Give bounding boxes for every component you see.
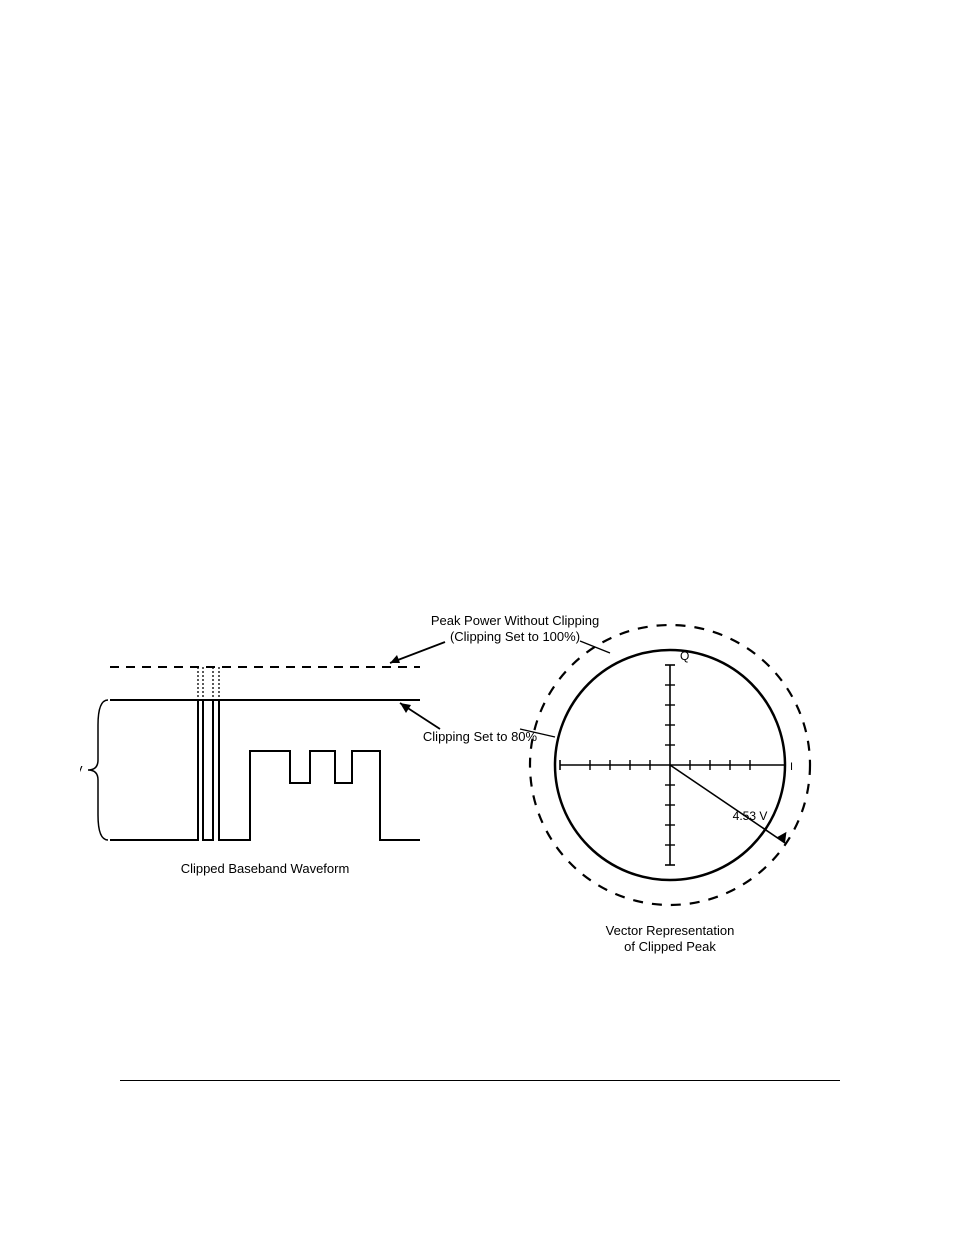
q-axis-label: Q bbox=[680, 649, 689, 663]
baseband-waveform-path bbox=[110, 700, 420, 840]
right-caption-line1: Vector Representation bbox=[606, 923, 735, 938]
clip80-label: Clipping Set to 80% bbox=[423, 729, 538, 744]
vector-line bbox=[670, 765, 785, 843]
i-axis-label: I bbox=[790, 761, 793, 773]
page: Clipped Baseband Waveform 4.53 V Peak Po… bbox=[0, 0, 954, 1235]
left-caption: Clipped Baseband Waveform bbox=[181, 861, 350, 876]
voltage-brace bbox=[88, 700, 108, 840]
right-caption-line2: of Clipped Peak bbox=[624, 939, 716, 954]
arrow-to-clip-left-head bbox=[400, 703, 411, 713]
figure-svg: Clipped Baseband Waveform 4.53 V Peak Po… bbox=[80, 605, 880, 975]
top-label-line2: (Clipping Set to 100%) bbox=[450, 629, 580, 644]
vector-voltage-label: 4.53 V bbox=[733, 809, 768, 823]
figure: Clipped Baseband Waveform 4.53 V Peak Po… bbox=[80, 605, 880, 975]
arrow-to-dashed-right bbox=[580, 641, 610, 653]
top-label-line1: Peak Power Without Clipping bbox=[431, 613, 599, 628]
arrow-to-dashed-left-head bbox=[390, 655, 400, 663]
bottom-rule bbox=[120, 1080, 840, 1081]
voltage-label-left: 4.53 V bbox=[80, 763, 83, 778]
